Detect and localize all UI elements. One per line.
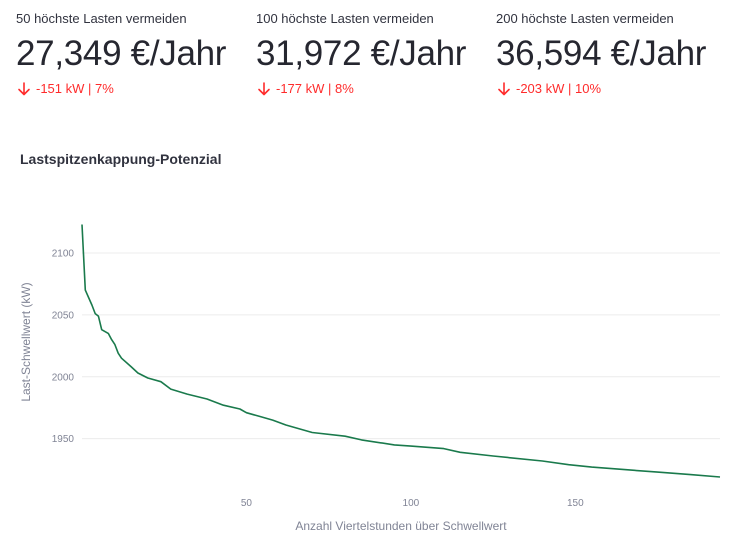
metric-delta-text: -203 kW | 10% (516, 81, 602, 96)
y-axis: 1950 2000 2050 2100 (52, 248, 75, 445)
metric-50: 50 höchste Lasten vermeiden 27,349 €/Jah… (16, 10, 246, 98)
metric-delta: -151 kW | 7% (16, 80, 246, 98)
y-tick-label: 2000 (52, 372, 75, 383)
chart-title: Lastspitzenkappung-Potenzial (20, 151, 222, 167)
metric-100: 100 höchste Lasten vermeiden 31,972 €/Ja… (256, 10, 486, 98)
metric-label: 200 höchste Lasten vermeiden (496, 11, 674, 26)
metric-delta: -177 kW | 8% (256, 80, 486, 98)
metric-label: 100 höchste Lasten vermeiden (256, 11, 434, 26)
metric-200: 200 höchste Lasten vermeiden 36,594 €/Ja… (496, 10, 726, 98)
y-axis-label: Last-Schwellwert (kW) (19, 282, 33, 401)
series-line (81, 224, 721, 478)
metric-value: 31,972 €/Jahr (256, 34, 467, 73)
chart-grid (82, 252, 720, 440)
x-tick-label: 150 (567, 498, 584, 509)
y-tick-label: 2100 (52, 248, 75, 259)
arrow-down-icon (498, 82, 510, 96)
arrow-down-icon (258, 82, 270, 96)
y-tick-label: 2050 (52, 310, 75, 321)
metric-delta-text: -177 kW | 8% (276, 81, 354, 96)
x-axis-label: Anzahl Viertelstunden über Schwellwert (295, 519, 507, 533)
metric-value: 36,594 €/Jahr (496, 34, 707, 73)
metric-value: 27,349 €/Jahr (16, 34, 227, 73)
metric-label: 50 höchste Lasten vermeiden (16, 11, 187, 26)
metric-delta-text: -151 kW | 7% (36, 81, 114, 96)
x-axis: 50 100 150 (241, 498, 584, 509)
x-tick-label: 100 (403, 498, 420, 509)
y-tick-label: 1950 (52, 434, 75, 445)
x-tick-label: 50 (241, 498, 253, 509)
metric-delta: -203 kW | 10% (496, 80, 726, 98)
arrow-down-icon (18, 82, 30, 96)
